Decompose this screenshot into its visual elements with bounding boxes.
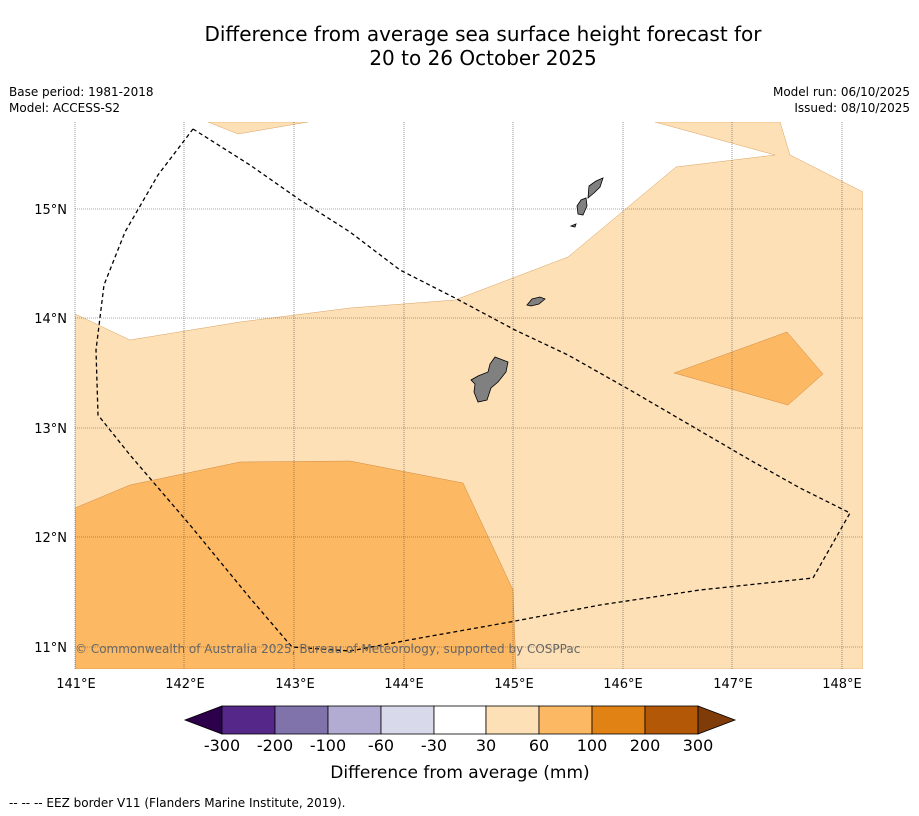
island-guam <box>470 356 509 403</box>
colorbar-tick: 200 <box>630 736 661 755</box>
contour-60-100-south <box>75 460 517 669</box>
colorbar-tick: -60 <box>368 736 394 755</box>
colorbar-tick: -200 <box>257 736 293 755</box>
colorbar-tick: -100 <box>310 736 346 755</box>
lon-label: 144°E <box>384 677 424 692</box>
colorbar-extend-high <box>697 705 737 735</box>
lat-label: 13°N <box>34 422 67 437</box>
colorbar-swatch <box>591 705 646 735</box>
colorbar-swatch <box>433 705 487 735</box>
issued-date: Issued: 08/10/2025 <box>794 101 910 115</box>
map-title: Difference from average sea surface heig… <box>0 22 919 70</box>
island-tinian <box>576 197 588 216</box>
colorbar-swatch <box>327 705 382 735</box>
meta-right: Model run: 06/10/2025 Issued: 08/10/2025 <box>773 84 910 116</box>
colorbar-label: Difference from average (mm) <box>330 763 589 783</box>
lat-label: 11°N <box>34 641 67 656</box>
lon-label: 142°E <box>165 677 205 692</box>
lon-labels: 141°E 142°E 143°E 144°E 145°E 146°E 147°… <box>56 677 862 692</box>
footer-legend: -- -- -- EEZ border V11 (Flanders Marine… <box>9 796 346 810</box>
colorbar-swatch <box>485 705 540 735</box>
lat-label: 15°N <box>34 203 67 218</box>
colorbar-tick: 30 <box>476 736 496 755</box>
model-run: Model run: 06/10/2025 <box>772 85 910 99</box>
colorbar <box>183 705 737 735</box>
island-rota <box>526 296 546 307</box>
lon-label: 145°E <box>494 677 534 692</box>
colorbar-swatch <box>274 705 329 735</box>
colorbar-tick: 100 <box>577 736 608 755</box>
lon-label: 143°E <box>275 677 315 692</box>
contour-60-100-east <box>673 331 824 406</box>
land-islands <box>470 177 604 403</box>
lon-label: 148°E <box>822 677 862 692</box>
gridlines <box>74 122 863 669</box>
map-area <box>75 122 863 669</box>
colorbar-ticks: -300 -200 -100 -60 -30 30 60 100 200 300 <box>204 736 713 755</box>
lon-label: 146°E <box>603 677 643 692</box>
colorbar-tick: 300 <box>683 736 714 755</box>
colorbar-swatch <box>644 705 699 735</box>
title-line-2: 20 to 26 October 2025 <box>369 46 597 70</box>
island-aguijan <box>569 223 577 228</box>
eez-border <box>95 128 851 652</box>
contour-30-60-north-patch <box>207 122 309 135</box>
lat-labels: 15°N 14°N 13°N 12°N 11°N <box>34 203 67 656</box>
colorbar-tick: -30 <box>421 736 447 755</box>
lon-label: 141°E <box>56 677 96 692</box>
colorbar-swatch <box>221 705 276 735</box>
title-line-1: Difference from average sea surface heig… <box>204 22 762 46</box>
model-name: Model: ACCESS-S2 <box>9 101 121 115</box>
base-period: Base period: 1981-2018 <box>9 85 154 99</box>
lon-label: 147°E <box>713 677 753 692</box>
island-saipan <box>587 177 604 199</box>
colorbar-tick: -300 <box>204 736 240 755</box>
colorbar-swatch <box>380 705 435 735</box>
colorbar-swatch <box>538 705 593 735</box>
lat-label: 14°N <box>34 312 67 327</box>
colorbar-extend-low <box>183 705 223 735</box>
meta-left: Base period: 1981-2018 Model: ACCESS-S2 <box>9 84 154 116</box>
colorbar-tick: 60 <box>529 736 549 755</box>
copyright-text: © Commonwealth of Australia 2025, Bureau… <box>75 642 580 656</box>
lat-label: 12°N <box>34 531 67 546</box>
